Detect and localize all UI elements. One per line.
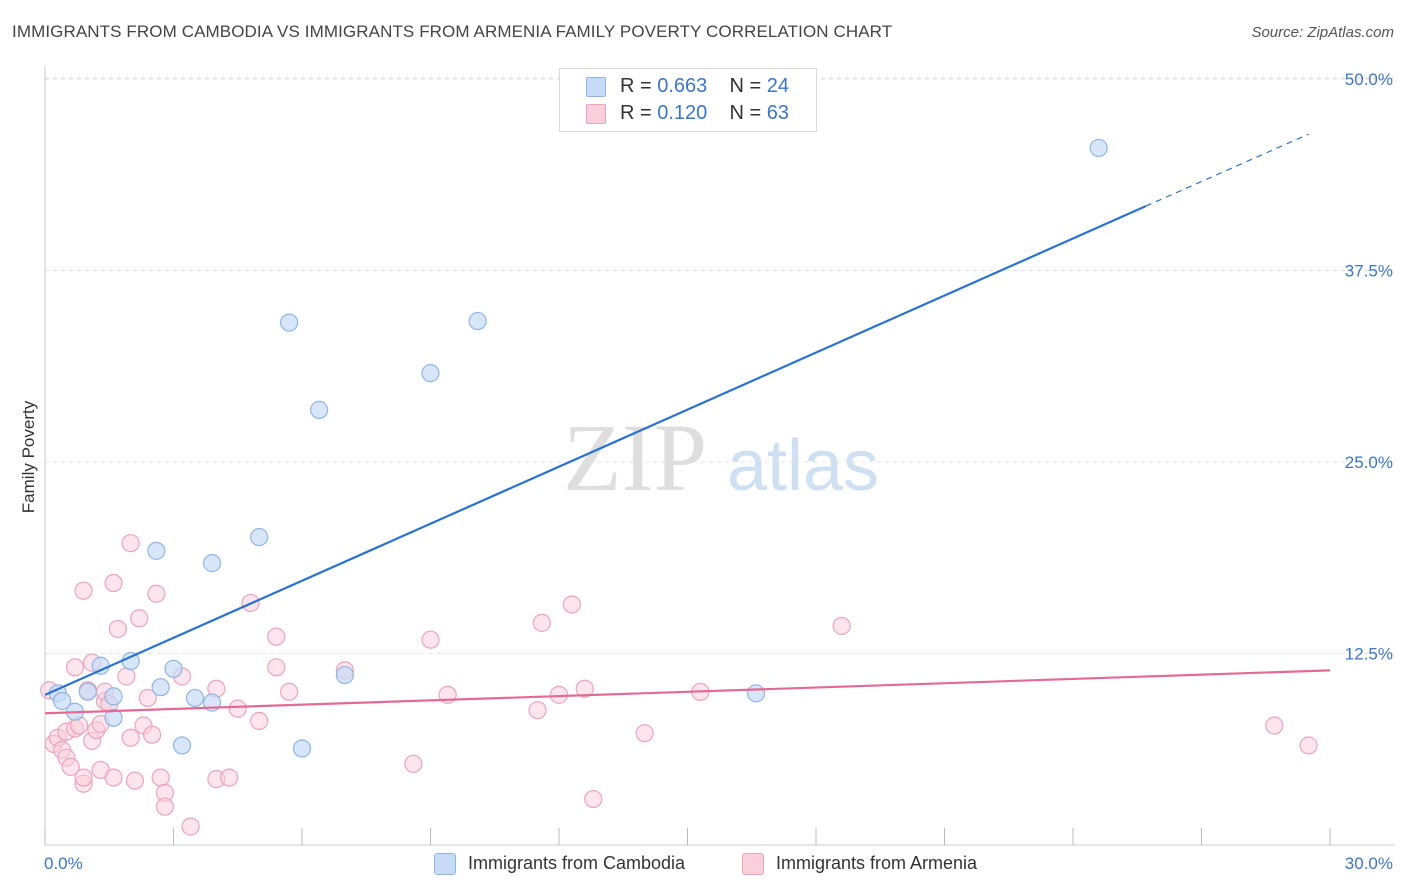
cambodia-point	[164, 659, 183, 678]
armenia-trend-line	[44, 669, 1331, 715]
cambodia-points	[48, 138, 1108, 758]
armenia-point	[280, 682, 299, 701]
cambodia-point	[746, 684, 766, 703]
armenia-point	[635, 724, 654, 743]
y-tick-label: 25.0%	[1345, 453, 1393, 472]
armenia-point	[421, 630, 440, 649]
armenia-point	[147, 584, 166, 603]
armenia-point	[117, 667, 136, 686]
trend-layer	[44, 133, 1331, 715]
cambodia-point	[292, 739, 312, 758]
cambodia-point	[172, 736, 192, 755]
armenia-point	[250, 711, 269, 731]
armenia-point	[181, 817, 200, 836]
armenia-point	[104, 768, 123, 787]
armenia-point	[155, 797, 175, 816]
armenia-point	[142, 725, 162, 744]
r-value: 0.120	[657, 102, 708, 124]
armenia-point	[121, 728, 140, 747]
x-tick-label-min: 0.0%	[44, 854, 83, 873]
y-tick-label: 12.5%	[1345, 645, 1393, 664]
armenia-point	[61, 757, 80, 776]
cambodia-trend-extension	[1145, 133, 1309, 207]
cambodia-point	[151, 678, 170, 697]
armenia-point	[151, 768, 170, 787]
cambodia-point	[280, 313, 299, 332]
source-credit: Source: ZipAtlas.com	[1251, 24, 1394, 41]
armenia-point	[1265, 716, 1284, 735]
x-tick-label-max: 30.0%	[1345, 854, 1393, 873]
armenia-point	[267, 627, 286, 646]
cambodia-point	[1089, 138, 1108, 158]
armenia-point	[74, 768, 93, 787]
armenia-swatch	[586, 104, 606, 124]
axis-layer	[44, 66, 1395, 846]
n-label: N =	[729, 102, 762, 124]
armenia-point	[267, 658, 286, 677]
watermark-zip: ZIP	[563, 404, 707, 511]
r-label: R =	[620, 75, 652, 97]
cambodia-point	[310, 400, 329, 420]
legend-label-cambodia: Immigrants from Cambodia	[468, 853, 686, 873]
armenia-points	[40, 534, 1318, 836]
cambodia-point	[147, 541, 166, 560]
armenia-point	[138, 688, 157, 708]
armenia-point	[1299, 736, 1318, 755]
legend-text: R = 0.663 N = 24	[620, 75, 789, 98]
armenia-point	[74, 581, 93, 600]
armenia-swatch	[742, 853, 764, 875]
cambodia-point	[78, 682, 97, 701]
armenia-point	[108, 619, 127, 639]
armenia-point	[65, 658, 85, 677]
cambodia-point	[335, 665, 354, 685]
y-tick-label: 50.0%	[1345, 70, 1393, 89]
armenia-point	[404, 754, 423, 773]
armenia-point	[575, 679, 594, 698]
armenia-point	[125, 771, 145, 790]
cambodia-swatch	[434, 853, 456, 875]
cambodia-point	[53, 691, 72, 711]
chart-title: IMMIGRANTS FROM CAMBODIA VS IMMIGRANTS F…	[12, 22, 893, 41]
armenia-point	[532, 613, 551, 632]
cambodia-point	[104, 708, 123, 727]
cambodia-trend-line	[44, 205, 1147, 696]
armenia-point	[562, 595, 581, 614]
y-tick-label: 37.5%	[1345, 262, 1393, 281]
watermark-atlas: atlas	[727, 426, 879, 506]
armenia-point	[832, 616, 851, 636]
armenia-point	[121, 534, 140, 553]
r-label: R =	[620, 102, 652, 124]
cambodia-point	[250, 527, 269, 547]
cambodia-point	[421, 364, 440, 383]
grid-layer	[45, 77, 1395, 654]
n-value: 63	[766, 102, 790, 124]
n-label: N =	[729, 75, 762, 97]
n-value: 24	[766, 75, 790, 97]
cambodia-point	[104, 687, 123, 706]
armenia-point	[528, 701, 547, 720]
armenia-point	[228, 699, 247, 718]
armenia-point	[130, 609, 149, 628]
armenia-point	[584, 789, 603, 809]
stats-legend: R = 0.663 N = 24 R = 0.120 N = 63	[559, 68, 817, 132]
cambodia-point	[202, 554, 222, 573]
cambodia-point	[185, 688, 205, 708]
series-legend: Immigrants from Cambodia Immigrants from…	[0, 851, 1406, 877]
cambodia-point	[468, 311, 487, 331]
armenia-point	[220, 768, 239, 787]
legend-text: R = 0.120 N = 63	[620, 102, 789, 125]
legend-label-armenia: Immigrants from Armenia	[776, 853, 978, 873]
label-layer: 12.5% 25.0% 37.5% 50.0% 0.0% 30.0%	[44, 70, 1393, 873]
y-axis-label: Family Poverty	[19, 400, 38, 513]
r-value: 0.663	[657, 75, 708, 97]
armenia-point	[104, 573, 123, 593]
cambodia-swatch	[586, 77, 606, 97]
